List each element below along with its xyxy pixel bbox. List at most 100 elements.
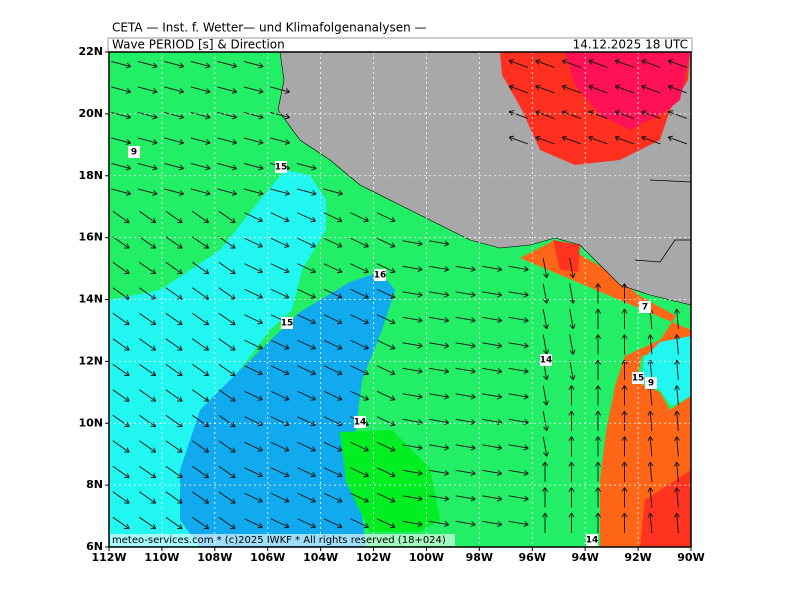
arrow: [297, 492, 316, 503]
arrow: [164, 111, 184, 120]
arrow: [674, 359, 680, 381]
arrow: [218, 210, 236, 224]
arrow: [165, 465, 183, 479]
arrow: [674, 512, 680, 534]
footer: meteo-services.com * (c)2025 IWKF * All …: [112, 535, 446, 546]
contour-label-box: [128, 146, 140, 158]
arrow: [376, 339, 396, 350]
region-red-coast: [553, 240, 580, 272]
arrow: [244, 288, 263, 299]
arrow: [217, 60, 237, 69]
arrow: [270, 416, 290, 427]
arrow: [297, 237, 316, 248]
arrow: [139, 363, 157, 377]
arrow: [270, 288, 290, 299]
arrow: [244, 492, 263, 503]
arrow: [112, 516, 130, 530]
arrow: [218, 440, 236, 453]
arrow: [192, 287, 210, 300]
contour-label: 14: [586, 536, 599, 546]
contour-label: 7: [642, 303, 648, 313]
arrow: [112, 236, 130, 249]
arrow: [112, 414, 130, 428]
arrow: [429, 265, 450, 272]
contour-label-box: [639, 301, 651, 313]
arrow: [350, 518, 369, 529]
contour-label: 16: [374, 271, 387, 281]
arrow: [542, 436, 549, 457]
x-tick-label: 104W: [303, 551, 338, 564]
arrow: [621, 436, 628, 457]
arrow: [112, 491, 130, 504]
arrow: [323, 237, 343, 248]
arrow: [111, 111, 131, 120]
arrow: [218, 389, 236, 402]
arrow: [192, 236, 210, 249]
arrow: [674, 308, 680, 330]
arrow: [376, 288, 396, 299]
arrow: [296, 162, 317, 171]
arrow: [164, 188, 184, 196]
arrow: [190, 60, 211, 69]
arrow: [429, 316, 450, 323]
arrow: [323, 441, 343, 452]
arrow: [190, 188, 211, 196]
arrow: [674, 487, 680, 508]
arrow: [647, 359, 654, 381]
arrow: [674, 334, 680, 355]
arrow: [455, 367, 476, 374]
arrow: [508, 393, 529, 400]
y-tick-label: 10N: [78, 416, 103, 429]
arrow: [323, 365, 343, 376]
map-title: Wave PERIOD [s] & Direction: [112, 38, 285, 52]
arrow: [297, 263, 316, 274]
arrow: [137, 162, 158, 171]
arrow: [323, 390, 343, 401]
arrow: [112, 261, 130, 275]
arrow: [614, 59, 635, 68]
arrow: [561, 135, 582, 145]
arrow: [244, 467, 263, 478]
y-tick-label: 8N: [86, 478, 103, 491]
arrow: [165, 491, 183, 504]
arrow: [270, 188, 290, 196]
arrow: [535, 59, 555, 68]
arrow: [429, 291, 450, 298]
arrow: [482, 367, 503, 374]
arrow: [218, 414, 236, 428]
arrow: [165, 516, 183, 530]
arrow: [535, 135, 555, 145]
arrow: [455, 469, 476, 476]
arrow: [429, 444, 450, 451]
arrow: [508, 291, 529, 298]
arrow: [482, 444, 503, 451]
arrow: [429, 418, 450, 425]
arrow: [429, 495, 450, 502]
arrow: [192, 363, 210, 377]
arrow: [482, 520, 503, 527]
arrow: [674, 410, 680, 432]
arrow: [192, 210, 210, 224]
arrow: [588, 84, 608, 94]
arrow: [376, 365, 396, 376]
arrow: [164, 86, 184, 94]
arrow: [244, 314, 263, 325]
arrow: [350, 314, 369, 325]
arrow: [350, 441, 369, 452]
arrow: [190, 162, 211, 171]
arrow: [542, 283, 549, 304]
arrow: [376, 492, 396, 503]
arrow: [243, 60, 264, 69]
arrow: [350, 237, 369, 248]
arrow: [595, 385, 601, 406]
contour-label-box: [586, 534, 598, 546]
arrow: [542, 461, 548, 482]
arrow: [542, 309, 549, 330]
contour-label: 15: [281, 319, 294, 329]
arrow: [588, 59, 608, 68]
arrow: [402, 520, 423, 527]
arrow: [621, 487, 628, 508]
y-tick-label: 6N: [86, 540, 103, 553]
arrow: [429, 393, 450, 400]
